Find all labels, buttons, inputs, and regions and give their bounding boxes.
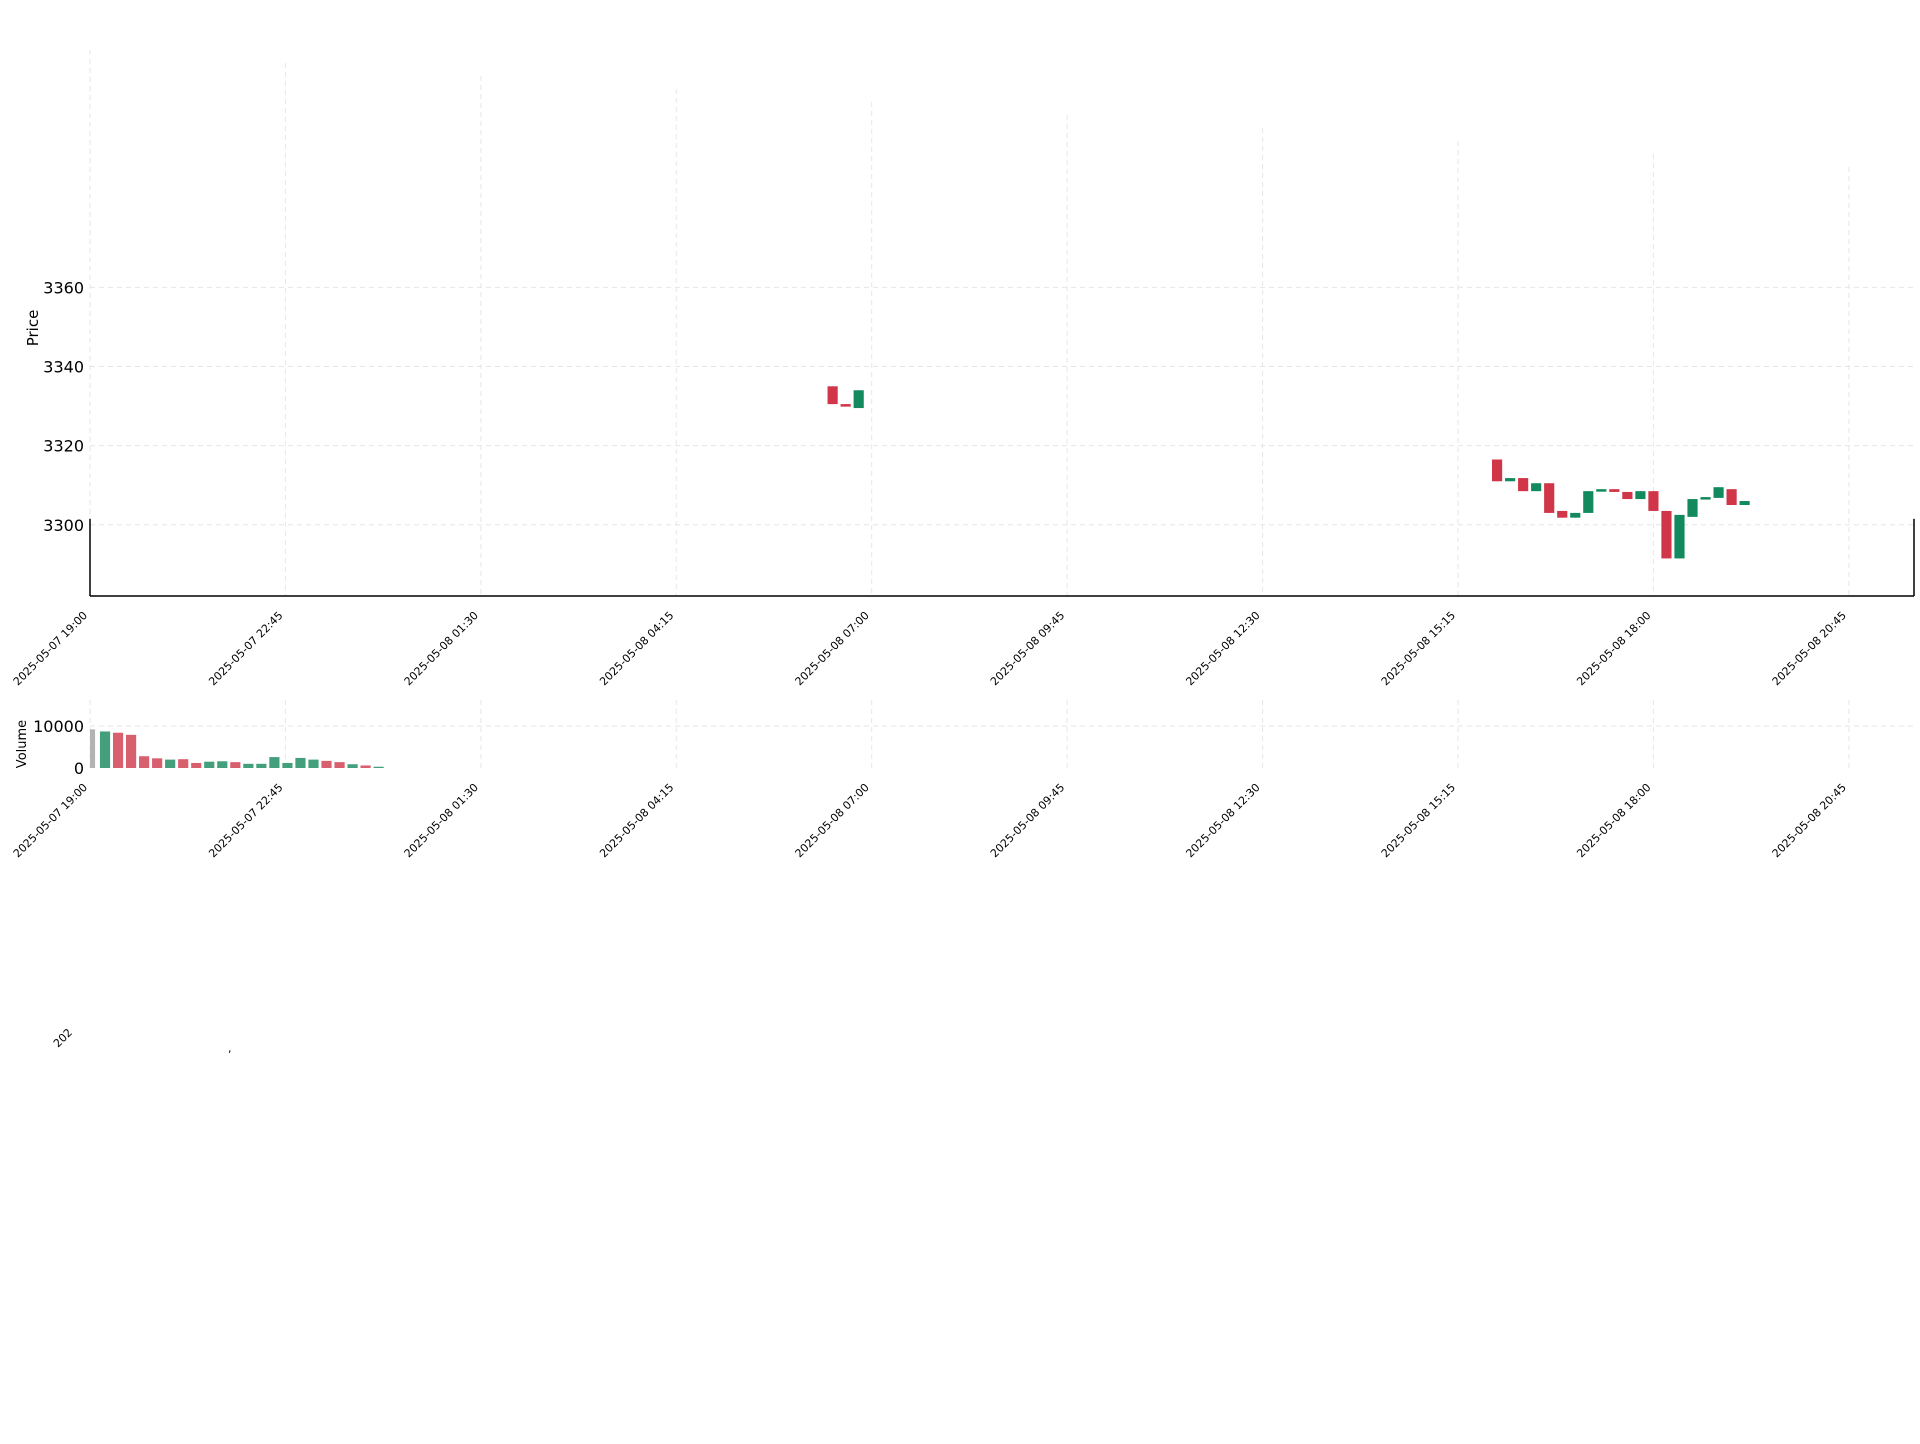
volume-ytick-label: 10000 — [33, 717, 84, 736]
candle-down — [1492, 459, 1503, 482]
volume-bar — [334, 762, 345, 768]
candle-up — [1674, 514, 1685, 559]
candle-down — [1557, 510, 1568, 518]
candle-up — [853, 390, 864, 409]
candle-up — [1739, 501, 1750, 505]
candle-up — [1635, 491, 1646, 500]
volume-bar — [152, 758, 163, 768]
price-ylabel: Price — [24, 310, 42, 347]
volume-bar — [295, 757, 306, 768]
volume-bar — [243, 763, 254, 768]
candle-down — [1518, 478, 1529, 492]
volume-bar — [112, 732, 124, 768]
volume-bar — [256, 763, 267, 768]
volume-bar — [90, 729, 96, 768]
volume-ytick-label: 0 — [74, 759, 84, 778]
candle-up — [1531, 483, 1542, 492]
candle-down — [840, 404, 851, 407]
candle-down — [1661, 510, 1672, 559]
candle-up — [1687, 499, 1698, 517]
volume-bar — [321, 760, 332, 768]
volume-bar — [139, 756, 150, 768]
volume-bar — [308, 759, 319, 768]
candle-down — [1726, 489, 1737, 505]
candle-down — [827, 386, 838, 405]
volume-bar — [282, 762, 293, 768]
candle-up — [1713, 487, 1724, 498]
candle-down — [1648, 491, 1659, 511]
volume-bar — [373, 766, 384, 768]
price-ytick-label: 3320 — [43, 437, 84, 456]
candle-up — [1583, 491, 1594, 513]
candle-up — [1570, 512, 1581, 518]
volume-bar — [204, 761, 215, 768]
candle-up — [1505, 478, 1516, 482]
candle-down — [1609, 489, 1620, 492]
candle-up — [1596, 489, 1607, 492]
price-ytick-label: 3300 — [43, 516, 84, 535]
volume-bar — [178, 759, 189, 768]
candle-up — [1700, 497, 1711, 500]
volume-bar — [99, 731, 111, 768]
volume-bar — [269, 757, 280, 768]
price-ytick-label: 3340 — [43, 358, 84, 377]
volume-bar — [347, 764, 358, 768]
volume-bar — [217, 761, 228, 768]
volume-bar — [230, 762, 241, 768]
price-ytick-label: 3360 — [43, 278, 84, 297]
volume-bar — [360, 765, 371, 768]
volume-ylabel: Volume — [15, 720, 30, 768]
volume-bar — [191, 762, 202, 768]
volume-bar — [126, 734, 137, 768]
candle-down — [1544, 483, 1555, 513]
svg-text:,: , — [228, 1042, 232, 1055]
candle-down — [1622, 491, 1633, 500]
volume-bar — [165, 759, 176, 768]
